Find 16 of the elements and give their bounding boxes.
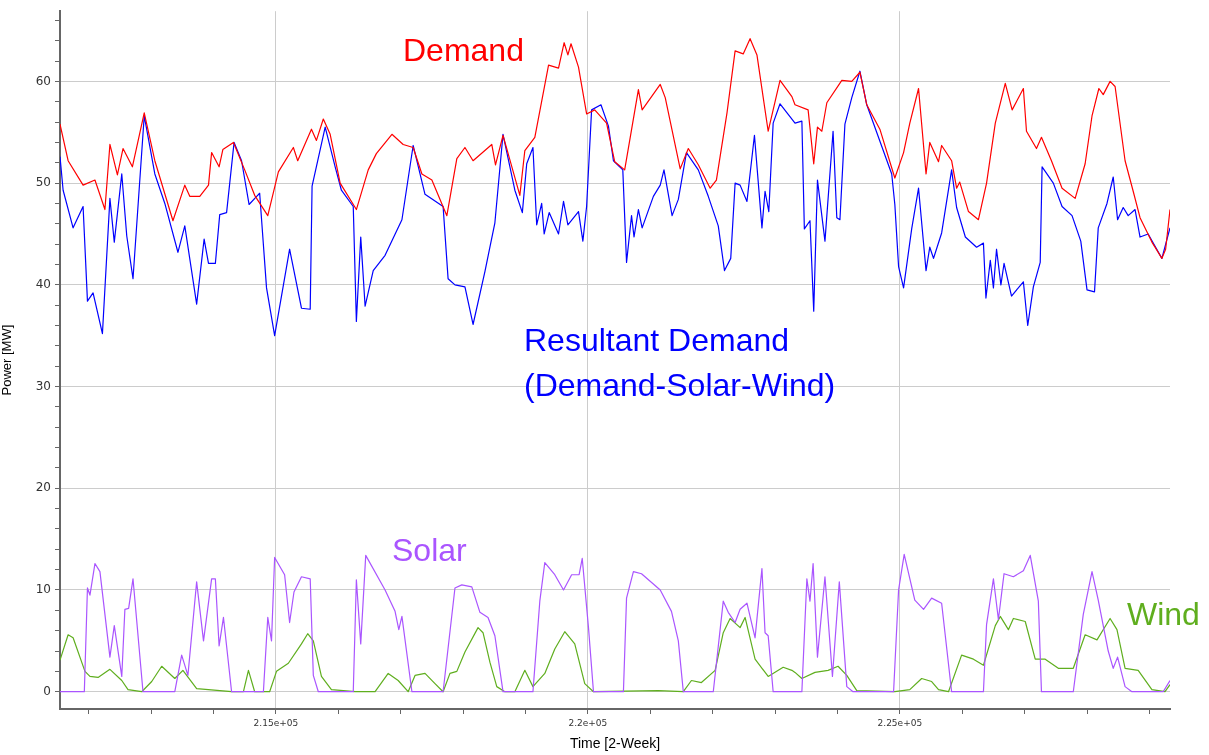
x-axis-title: Time [2-Week] (569, 735, 661, 752)
y-tick-label: 60 (35, 73, 51, 88)
y-tick-label: 20 (35, 480, 51, 495)
x-tick-label: 2.15e+05 (253, 717, 299, 728)
y-tick-label: 30 (35, 378, 51, 393)
series-label: Demand (403, 31, 524, 68)
x-tick-label: 2.2e+05 (568, 717, 608, 728)
series-label: Wind (1127, 595, 1200, 632)
series-label: Resultant Demand (Demand-Solar-Wind) (524, 321, 836, 403)
y-tick-label: 40 (35, 276, 51, 291)
x-tick-label: 2.25e+05 (877, 717, 923, 728)
y-tick-label: 50 (35, 175, 51, 190)
y-axis-title: Power [MW] (0, 324, 15, 396)
y-tick-label: 0 (43, 683, 51, 698)
series-label: Solar (392, 531, 468, 568)
y-tick-label: 10 (35, 582, 51, 597)
